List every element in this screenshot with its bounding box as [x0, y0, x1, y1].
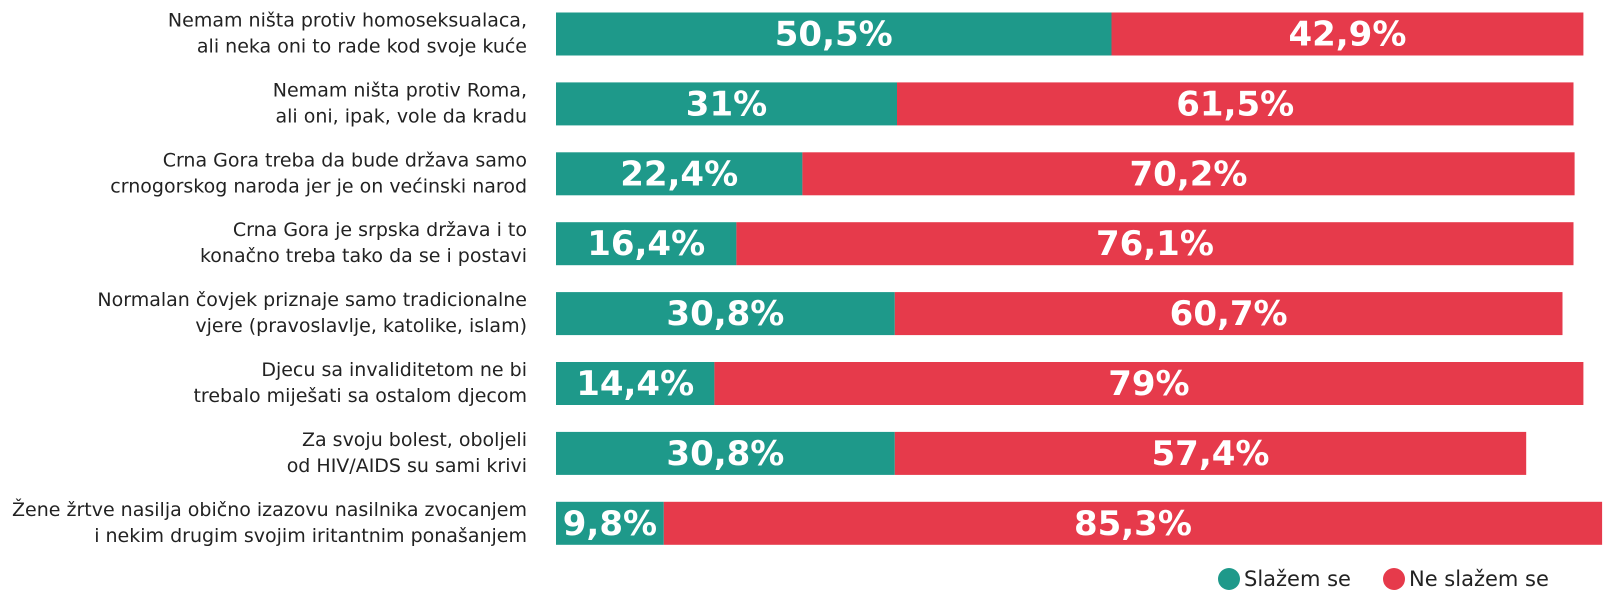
value-label: 79%: [1108, 364, 1189, 404]
category-label: trebalo miješati sa ostalom djecom: [193, 385, 527, 407]
value-label: 42,9%: [1288, 15, 1406, 55]
value-label: 9,8%: [563, 504, 657, 544]
bar-segment: [1111, 12, 1584, 56]
category-label: i nekim drugim svojim iritantnim ponašan…: [94, 525, 527, 547]
bar-segment: [556, 152, 803, 196]
value-label: 57,4%: [1152, 434, 1270, 474]
bar-segment: [556, 431, 895, 475]
bar-segment: [894, 431, 1527, 475]
bar-segment: [556, 222, 737, 266]
category-label: Crna Gora je srpska država i to: [233, 219, 527, 241]
value-label: 70,2%: [1130, 154, 1248, 194]
category-label: Nemam ništa protiv Roma,: [273, 79, 527, 101]
value-label: 14,4%: [576, 364, 694, 404]
category-label: vjere (pravoslavlje, katolike, islam): [195, 315, 527, 337]
bar-segment: [556, 292, 895, 336]
category-label: ali neka oni to rade kod svoje kuće: [197, 36, 527, 58]
category-label: Djecu sa invaliditetom ne bi: [261, 359, 527, 381]
bar-segment: [897, 82, 1574, 126]
value-label: 30,8%: [666, 434, 784, 474]
value-label: 60,7%: [1170, 294, 1288, 334]
category-label: Nemam ništa protiv homoseksualaca,: [168, 10, 527, 32]
bar-segment: [663, 501, 1603, 545]
value-label: 31%: [686, 84, 767, 124]
legend-label: Ne slažem se: [1409, 567, 1549, 591]
bar-segment: [894, 292, 1563, 336]
bar-segment: [556, 501, 664, 545]
bar-segment: [556, 12, 1112, 56]
category-label: konačno treba tako da se i postavi: [200, 245, 527, 267]
value-label: 50,5%: [775, 15, 893, 55]
legend-label: Slažem se: [1244, 567, 1351, 591]
value-label: 61,5%: [1176, 84, 1294, 124]
legend-swatch: [1218, 568, 1240, 590]
value-label: 22,4%: [620, 154, 738, 194]
value-label: 85,3%: [1074, 504, 1192, 544]
value-label: 30,8%: [666, 294, 784, 334]
value-label: 16,4%: [587, 224, 705, 264]
bar-segment: [802, 152, 1575, 196]
bar-segment: [556, 362, 715, 405]
category-label: crnogorskog naroda jer je on većinski na…: [110, 175, 527, 197]
bar-segment: [736, 222, 1574, 266]
category-label: Za svoju bolest, oboljeli: [302, 429, 527, 451]
legend-swatch: [1383, 568, 1405, 590]
value-label: 76,1%: [1096, 224, 1214, 264]
category-label: Normalan čovjek priznaje samo tradiciona…: [97, 289, 527, 311]
category-label: Crna Gora treba da bude država samo: [163, 149, 527, 171]
bar-segment: [556, 82, 897, 126]
bar-segment: [714, 362, 1584, 405]
category-label: Žene žrtve nasilja obično izazovu nasiln…: [12, 498, 527, 521]
category-label: ali oni, ipak, vole da kradu: [275, 105, 527, 127]
category-label: od HIV/AIDS su sami krivi: [287, 455, 527, 477]
